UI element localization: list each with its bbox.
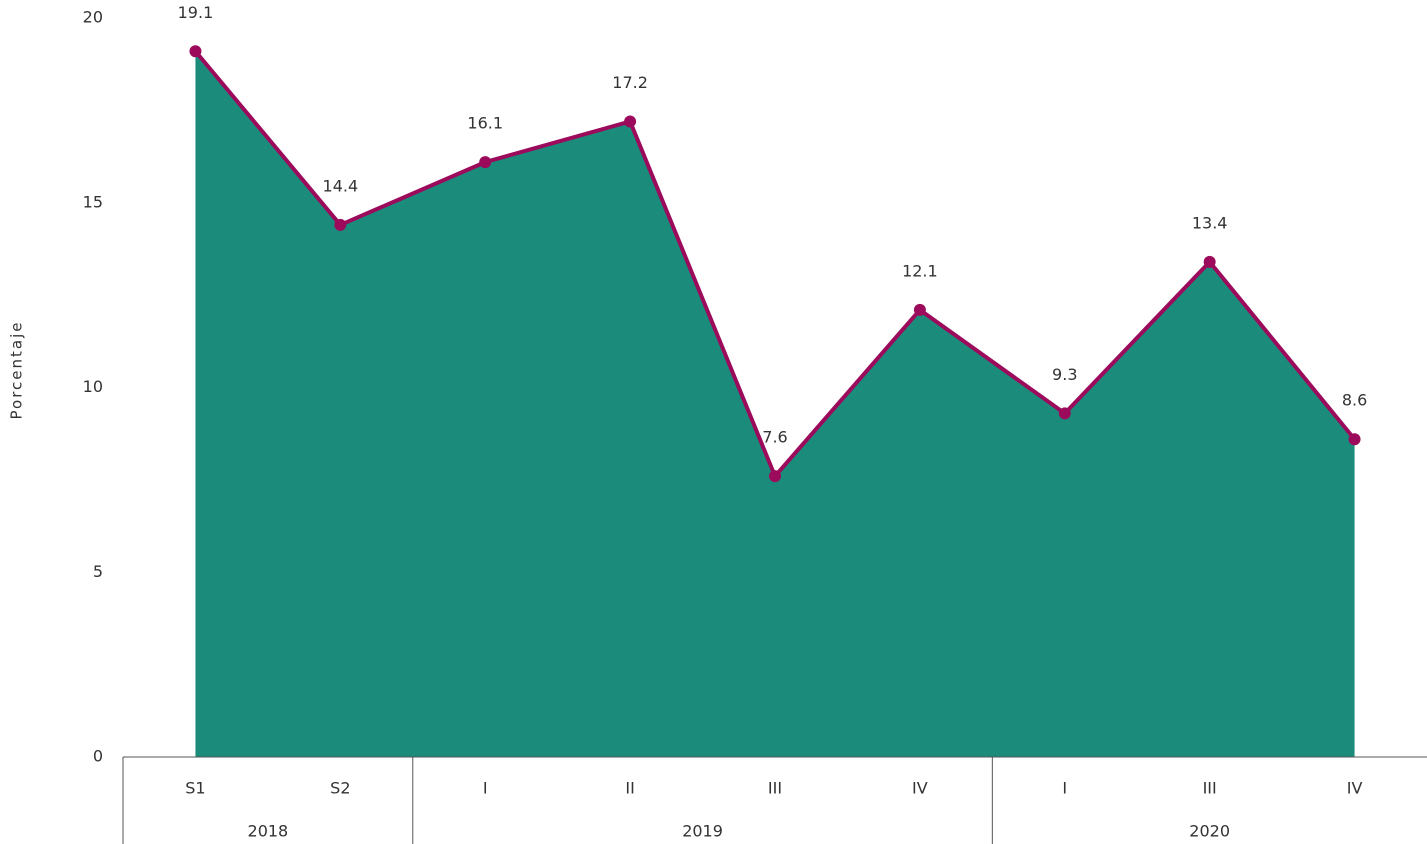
value-label: 17.2 — [612, 73, 648, 92]
area — [195, 51, 1355, 757]
marker — [1058, 407, 1071, 420]
group-label: 2020 — [1189, 822, 1230, 841]
x-tick-label: S1 — [185, 779, 205, 798]
x-tick-label: IV — [1347, 779, 1363, 798]
x-tick-label: III — [1203, 779, 1217, 798]
value-label: 19.1 — [178, 3, 214, 22]
group-label: 2019 — [682, 822, 723, 841]
value-label: 9.3 — [1052, 365, 1077, 384]
group-label: 2018 — [248, 822, 289, 841]
y-axis-label: Porcentaje — [8, 321, 26, 420]
y-tick-label: 5 — [93, 562, 103, 581]
marker — [624, 115, 637, 128]
y-tick-label: 20 — [83, 8, 103, 27]
x-tick-label: I — [1062, 779, 1067, 798]
value-label: 16.1 — [467, 114, 503, 133]
marker — [479, 156, 492, 169]
value-label: 14.4 — [323, 176, 359, 195]
x-tick-label: S2 — [330, 779, 350, 798]
y-tick-label: 0 — [93, 747, 103, 766]
marker — [334, 218, 347, 231]
x-tick-label: IV — [912, 779, 928, 798]
marker — [1348, 433, 1361, 446]
value-label: 13.4 — [1192, 213, 1228, 232]
value-label: 7.6 — [762, 428, 787, 447]
y-tick-label: 10 — [83, 377, 103, 396]
value-label: 8.6 — [1342, 391, 1367, 410]
x-tick-label: III — [768, 779, 782, 798]
marker — [1203, 255, 1216, 268]
x-tick-label: I — [483, 779, 488, 798]
x-tick-label: II — [625, 779, 634, 798]
value-label: 12.1 — [902, 261, 938, 280]
y-tick-label: 15 — [83, 192, 103, 211]
marker — [189, 45, 202, 58]
marker — [913, 303, 926, 316]
marker — [769, 470, 781, 483]
